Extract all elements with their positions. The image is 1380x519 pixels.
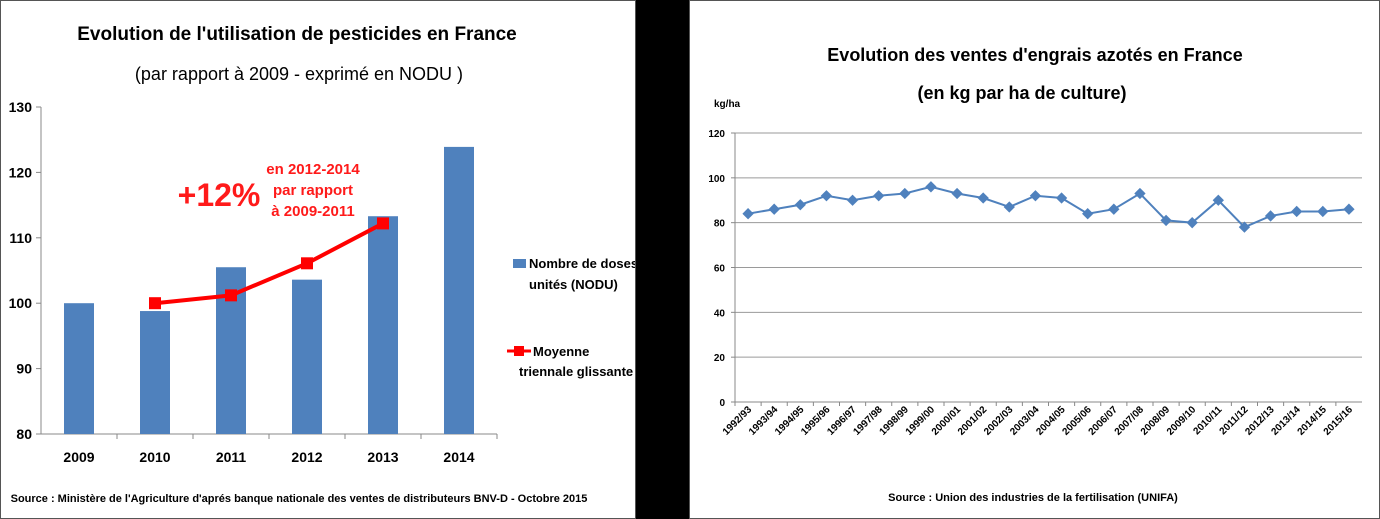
x-tick-label: 2010 [139,449,170,465]
y-tick-label: 100 [708,174,725,185]
annotation-line-1: en 2012-2014 [266,161,360,178]
series-point [1055,192,1068,204]
series-point [1343,203,1355,215]
legend-bar-swatch [513,259,526,268]
bar [292,279,322,434]
x-tick-label: 2009 [63,449,94,465]
moving-average-point [225,289,237,302]
series-point [977,192,989,204]
chart-title: Evolution de l'utilisation de pesticides… [77,24,517,45]
pesticides-chart-panel: Evolution de l'utilisation de pesticides… [0,0,636,519]
fertilizer-chart-panel: Evolution des ventes d'engrais azotés en… [689,0,1380,519]
series-point [1108,203,1120,215]
annotation-line-3: à 2009-2011 [271,203,354,220]
y-axis-unit-label: kg/ha [714,99,741,110]
series-point [1212,194,1224,206]
series-point [1003,201,1015,213]
series-point [768,203,780,215]
y-tick-label: 120 [9,164,33,180]
series-line [747,185,1350,229]
chart-source: Source : Ministère de l'Agriculture d'ap… [11,493,588,505]
chart-source: Source : Union des industries de la fert… [888,492,1178,504]
series-point [1291,205,1303,218]
legend-bar-label-2: unités (NODU) [529,277,618,292]
bar [64,303,94,434]
chart-subtitle: (par rapport à 2009 - exprimé en NODU ) [135,64,463,84]
series-point [1317,205,1329,218]
legend-line-marker [514,346,524,356]
bar [368,216,398,434]
y-tick-label: 80 [714,219,726,230]
series-point [1029,190,1042,202]
x-tick-label: 2012 [291,449,322,465]
pesticides-chart: Evolution de l'utilisation de pesticides… [9,24,636,505]
series-point [820,190,833,202]
y-tick-label: 80 [16,426,32,442]
series-point [794,199,806,211]
series-point [951,187,963,200]
y-tick-label: 130 [9,99,33,115]
series-point [846,194,859,206]
y-tick-label: 60 [714,264,726,275]
annotation-percentage: +12% [178,177,261,213]
series-point [1264,210,1277,222]
bar [140,311,170,434]
x-tick-label: 2014 [443,449,474,465]
series-point [1186,217,1198,229]
legend-bar-label-1: Nombre de doses [529,256,636,271]
legend-line-label-1: Moyenne [533,344,589,359]
y-tick-label: 110 [9,230,32,246]
series-point [1160,214,1172,227]
series-point [1238,221,1251,233]
y-tick-label: 0 [719,398,725,409]
x-tick-label: 2015/16 [1322,404,1356,438]
chart-title: Evolution des ventes d'engrais azotés en… [827,45,1242,65]
legend-line-label-2: triennale glissante [519,364,633,379]
x-tick-label: 2011 [216,449,247,465]
y-tick-label: 40 [714,308,726,319]
moving-average-point [149,297,161,310]
moving-average-line [154,221,384,306]
series-point [742,208,754,220]
moving-average-point [377,217,389,230]
series-point [873,190,885,202]
chart-subtitle: (en kg par ha de culture) [917,83,1126,103]
series-point [899,187,911,200]
fertilizer-chart: Evolution des ventes d'engrais azotés en… [708,45,1362,504]
series-point [1082,208,1094,220]
annotation-line-2: par rapport [273,182,353,199]
moving-average-point [301,257,313,270]
y-tick-label: 90 [16,361,32,377]
series-point [1134,187,1146,200]
y-tick-label: 120 [708,129,725,140]
x-tick-label: 2013 [367,449,398,465]
y-tick-label: 20 [714,353,726,364]
y-tick-label: 100 [9,295,33,311]
series-point [925,181,937,193]
bar [444,146,474,435]
